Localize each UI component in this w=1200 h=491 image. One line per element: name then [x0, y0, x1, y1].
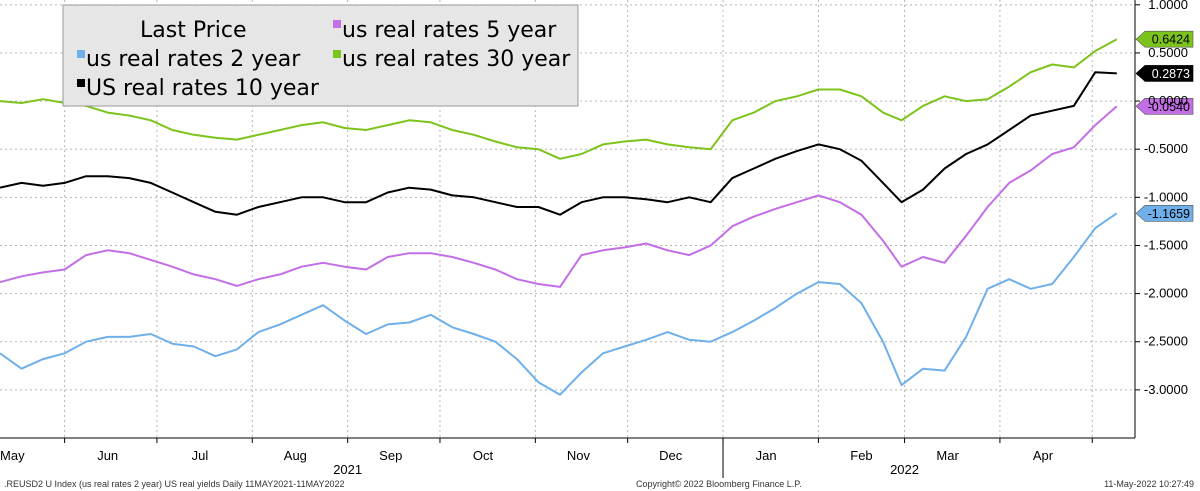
y-tick-label: -0.5000 — [1144, 141, 1188, 156]
legend-marker-us-real-rates-2-year — [77, 50, 85, 58]
x-tick-label: Dec — [659, 448, 683, 463]
footer-source: .REUSD2 U Index (us real rates 2 year) U… — [4, 479, 345, 489]
legend-marker-us-real-rates-30-year — [333, 50, 341, 58]
legend-title: Last Price — [140, 18, 247, 43]
y-tick-label: 0.0000 — [1148, 93, 1188, 108]
legend-marker-us-real-rates-5-year — [333, 20, 341, 28]
x-tick-label: Nov — [567, 448, 591, 463]
x-tick-label: Jan — [756, 448, 777, 463]
y-tick-label: 1.0000 — [1148, 0, 1188, 12]
legend: Last Price us real rates 5 year us real … — [62, 4, 579, 107]
grid-lines — [0, 0, 1135, 438]
y-tick-label: -2.5000 — [1144, 334, 1188, 349]
x-axis: May Jun Jul Aug Sep Oct Nov Dec Jan Feb Mar Apr 2021… — [0, 437, 1135, 478]
y-tick-label: 0.5000 — [1148, 45, 1188, 60]
y-tick-label: -1.0000 — [1144, 189, 1188, 204]
footer-copyright: Copyright© 2022 Bloomberg Finance L.P. — [636, 479, 802, 489]
last-value-label: 0.6424 — [1152, 33, 1190, 47]
last-value-badges: -1.1659 -0.0540 0.6424 0.2873 — [1135, 30, 1194, 222]
y-tick-label: -3.0000 — [1144, 382, 1188, 397]
last-value-badge — [1135, 30, 1194, 48]
y-axis: 1.0000 0.5000 0.0000 -0.5000 -1.0000 -1.5000 -… — [1134, 0, 1188, 438]
x-tick-label: Sep — [379, 448, 402, 463]
x-year-label: 2022 — [890, 462, 919, 477]
x-year-label: 2021 — [333, 462, 362, 477]
last-value-badge — [1135, 65, 1194, 82]
last-value-badge — [1135, 97, 1194, 115]
last-value-label: 0.2873 — [1152, 67, 1190, 81]
series-line-us-real-rates-5-year — [0, 105, 1118, 288]
x-tick-label: May — [0, 448, 25, 463]
x-tick-label: Apr — [1033, 448, 1054, 463]
x-tick-label: Feb — [850, 448, 872, 463]
series-line-us-real-rates-30-year — [0, 38, 1118, 160]
legend-marker-us-real-rates-10-year — [77, 79, 85, 87]
legend-label-us-real-rates-10-year: US real rates 10 year — [86, 76, 320, 101]
legend-label-us-real-rates-30-year: us real rates 30 year — [342, 47, 571, 72]
x-tick-label: Jun — [97, 448, 118, 463]
footer-timestamp: 11-May-2022 10:27:49 — [1104, 479, 1194, 489]
legend-label-us-real-rates-5-year: us real rates 5 year — [342, 18, 557, 43]
series-line-us-real-rates-2-year — [0, 212, 1118, 396]
series-line-us-real-rates-10-year — [0, 71, 1117, 216]
y-tick-label: -2.0000 — [1144, 286, 1188, 301]
last-value-badge — [1135, 205, 1194, 222]
y-tick-label: -1.5000 — [1144, 237, 1188, 252]
last-value-label: -1.1659 — [1148, 207, 1190, 221]
last-value-label: -0.0540 — [1148, 100, 1190, 114]
legend-box — [62, 4, 579, 107]
x-tick-label: Aug — [284, 448, 307, 463]
x-tick-label: Oct — [473, 448, 494, 463]
x-tick-label: Jul — [192, 448, 209, 463]
legend-label-us-real-rates-2-year: us real rates 2 year — [86, 47, 301, 72]
series-lines — [0, 38, 1118, 396]
x-tick-label: Mar — [936, 448, 959, 463]
